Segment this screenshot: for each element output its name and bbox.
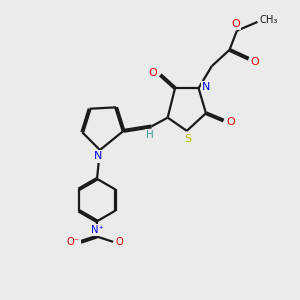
Text: N: N (94, 152, 103, 161)
Text: O⁻: O⁻ (67, 237, 80, 247)
Text: O: O (231, 19, 240, 29)
Text: O: O (251, 57, 260, 67)
Text: H: H (146, 130, 154, 140)
Text: O: O (226, 117, 235, 127)
Text: N: N (202, 82, 210, 92)
Text: CH₃: CH₃ (260, 15, 278, 26)
Text: N⁺: N⁺ (91, 225, 103, 235)
Text: O: O (149, 68, 158, 78)
Text: S: S (185, 134, 192, 144)
Text: O: O (116, 237, 124, 247)
